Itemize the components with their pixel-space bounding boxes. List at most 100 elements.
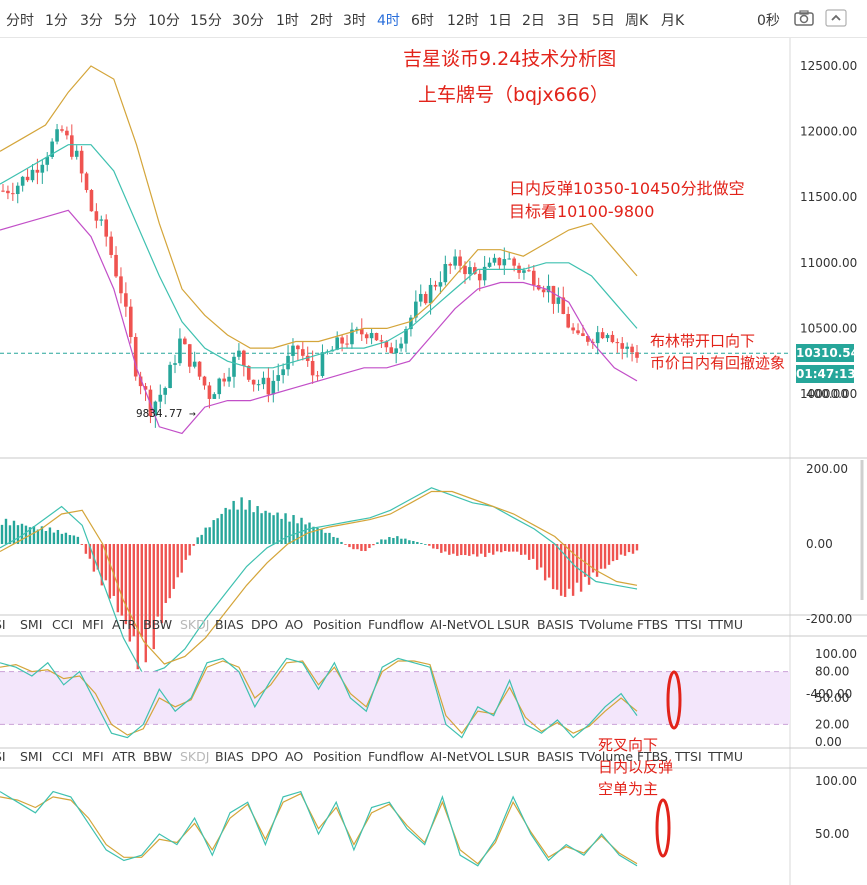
indicator-tab-si[interactable]: SI [0,749,6,764]
timeframe-17[interactable]: 周K [625,10,648,30]
timeframe-16[interactable]: 5日 [592,10,615,30]
macd-hist-153 [612,544,614,561]
indicator-tab-bbw[interactable]: BBW [143,617,172,632]
macd-hist-56 [224,508,226,544]
kdj2-tick-0: 100.00 [815,774,857,788]
indicator-tab-mfi[interactable]: MFI [82,617,104,632]
timeframe-10[interactable]: 4时 [377,10,400,30]
indicator-tab-si[interactable]: SI [0,617,6,632]
indicator-tab-tvolume[interactable]: TVolume [579,617,633,632]
indicator-tab-lsur[interactable]: LSUR [497,617,530,632]
macd-hist-108 [432,544,434,549]
macd-hist-114 [456,544,458,556]
indicator-tab-ftbs[interactable]: FTBS [637,617,668,632]
indicator-tab-ttsi[interactable]: TTSI [675,749,702,764]
timeframe-18[interactable]: 月K [661,10,684,30]
timeframe-6[interactable]: 30分 [232,10,264,30]
timeframe-0[interactable]: 分时 [6,10,34,30]
indicator-tab-skdj[interactable]: SKDJ [180,749,209,764]
indicator-tab-atr[interactable]: ATR [112,617,136,632]
macd-tick-3: -200.00 [806,612,852,626]
macd-hist-106 [424,544,426,545]
timeframe-14[interactable]: 2日 [522,10,545,30]
candle-body-61 [301,349,305,356]
candle-body-37 [183,339,187,345]
timeframe-8[interactable]: 2时 [310,10,333,30]
candle-body-45 [222,379,226,382]
indicator-tab-atr[interactable]: ATR [112,749,136,764]
macd-hist-20 [81,544,83,545]
indicator-tab-smi[interactable]: SMI [20,617,42,632]
indicator-tab-basis[interactable]: BASIS [537,749,574,764]
candle-body-52 [257,384,261,385]
indicator-tab-cci[interactable]: CCI [52,617,73,632]
macd-hist-84 [336,538,338,544]
candle-body-32 [158,395,162,402]
price-tick-3: 11000.00 [800,256,857,270]
indicator-tab-fundflow[interactable]: Fundflow [368,749,424,764]
macd-hist-1 [5,519,7,544]
indicator-tab-dpo[interactable]: DPO [251,749,278,764]
annotation-boll-1: 布林带开口向下 [650,330,755,351]
macd-hist-103 [412,541,414,544]
candle-body-107 [527,270,531,271]
candle-body-90 [444,264,448,282]
candle-body-79 [389,347,393,353]
macd-hist-154 [616,544,618,560]
indicator-tab-position[interactable]: Position [313,617,362,632]
timeframe-4[interactable]: 10分 [148,10,180,30]
indicator-tab-position[interactable]: Position [313,749,362,764]
indicator-tab-bias[interactable]: BIAS [215,749,244,764]
timeframe-13[interactable]: 1日 [489,10,512,30]
indicator-tab-mfi[interactable]: MFI [82,749,104,764]
indicator-tab-ai-netvol[interactable]: AI-NetVOL [430,749,494,764]
macd-hist-97 [388,537,390,544]
indicator-tab-ttsi[interactable]: TTSI [675,617,702,632]
macd-hist-44 [177,544,179,577]
macd-hist-46 [185,544,187,560]
candle-body-104 [512,259,516,266]
indicator-tab-fundflow[interactable]: Fundflow [368,617,424,632]
macd-tick-1: 200.00 [806,462,848,476]
timeframe-1[interactable]: 1分 [45,10,68,30]
macd-hist-39 [157,544,159,617]
indicator-tab-lsur[interactable]: LSUR [497,749,530,764]
indicator-tab-bbw[interactable]: BBW [143,749,172,764]
fullscreen-icon[interactable] [825,9,847,27]
macd-hist-6 [25,526,27,544]
indicator-tab-basis[interactable]: BASIS [537,617,574,632]
candle-body-46 [227,377,231,382]
camera-icon[interactable] [793,9,815,27]
indicator-tab-ftbs[interactable]: FTBS [637,749,668,764]
kdj1-tick-0: 100.00 [815,647,857,661]
macd-hist-0 [1,525,3,544]
indicator-tab-skdj[interactable]: SKDJ [180,617,209,632]
indicator-tab-smi[interactable]: SMI [20,749,42,764]
candle-body-6 [31,170,35,180]
indicator-tab-dpo[interactable]: DPO [251,617,278,632]
indicator-tab-bias[interactable]: BIAS [215,617,244,632]
macd-hist-82 [328,533,330,544]
indicator-tab-ttmu[interactable]: TTMU [708,617,743,632]
timeframe-15[interactable]: 3日 [557,10,580,30]
refresh-interval[interactable]: 0秒 [757,10,780,30]
indicator-tab-ttmu[interactable]: TTMU [708,749,743,764]
timeframe-12[interactable]: 12时 [447,10,479,30]
timeframe-2[interactable]: 3分 [80,10,103,30]
candle-body-65 [321,352,325,376]
timeframe-11[interactable]: 6时 [411,10,434,30]
timeframe-5[interactable]: 15分 [190,10,222,30]
indicator-tab-ao[interactable]: AO [285,749,303,764]
indicator-tab-ao[interactable]: AO [285,617,303,632]
low-price-value: 9834.77 [136,407,182,420]
indicator-tab-ai-netvol[interactable]: AI-NetVOL [430,617,494,632]
indicator-tab-cci[interactable]: CCI [52,749,73,764]
kdj1-tick-1: 80.00 [815,665,849,679]
candle-body-14 [70,135,74,156]
timeframe-7[interactable]: 1时 [276,10,299,30]
candle-body-20 [99,219,103,220]
timeframe-9[interactable]: 3时 [343,10,366,30]
macd-hist-51 [204,528,206,544]
timeframe-3[interactable]: 5分 [114,10,137,30]
indicator-tab-tvolume[interactable]: TVolume [579,749,633,764]
